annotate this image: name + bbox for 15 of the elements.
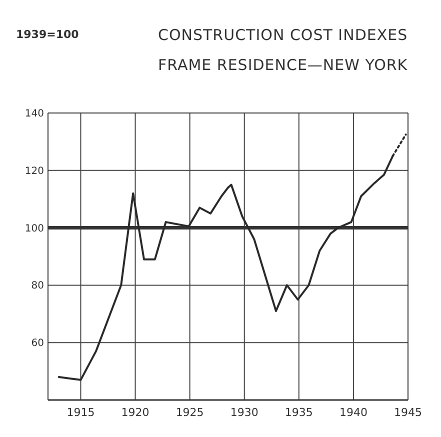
text: 1939=100: [16, 28, 80, 41]
y-tick-label: 120: [24, 166, 44, 177]
x-tick-label: 1930: [230, 406, 258, 419]
x-tick-label: 1915: [66, 406, 95, 419]
x-tick-label: 1925: [176, 406, 204, 419]
x-tick-label: 1935: [284, 406, 313, 419]
chart-title: CONSTRUCTION COST INDEXES: [158, 26, 408, 44]
x-tick-label: 1940: [339, 406, 368, 419]
x-tick-label: 1945: [394, 406, 422, 419]
x-tick-label: 1920: [121, 406, 150, 419]
y-tick-label: 60: [31, 338, 44, 350]
y-tick-label: 80: [31, 280, 44, 292]
y-tick-label: 100: [24, 223, 44, 234]
y-tick-label: 140: [24, 108, 44, 120]
chart-subtitle: FRAME RESIDENCE—NEW YORK: [158, 56, 408, 74]
